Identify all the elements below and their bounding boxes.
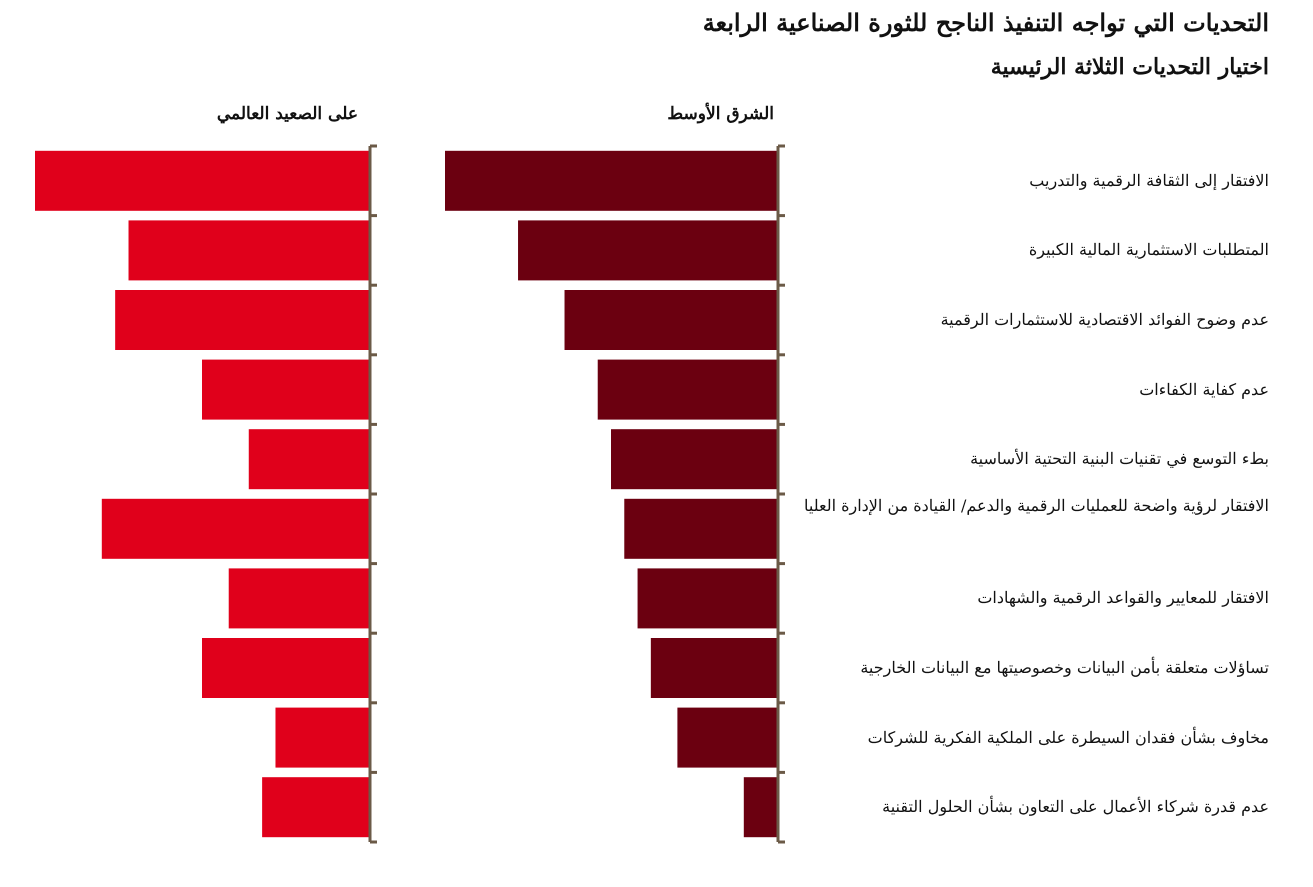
bar-middle-east-4 bbox=[597, 359, 777, 420]
bar-middle-east-9 bbox=[677, 707, 777, 768]
bar-global-10 bbox=[262, 777, 369, 838]
bar-global-7 bbox=[228, 568, 369, 629]
bar-middle-east-7 bbox=[637, 568, 777, 629]
panel-title-middle-east: الشرق الأوسط bbox=[667, 104, 774, 124]
category-label: عدم وضوح الفوائد الاقتصادية للاستثمارات … bbox=[940, 310, 1269, 329]
category-label: تساؤلات متعلقة بأمن البيانات وخصوصيتها م… bbox=[860, 658, 1269, 677]
category-label: عدم قدرة شركاء الأعمال على التعاون بشأن … bbox=[882, 797, 1269, 817]
bar-global-5 bbox=[248, 429, 369, 490]
category-label: الافتقار للمعايير والقواعد الرقمية والشه… bbox=[977, 588, 1269, 608]
bar-middle-east-6 bbox=[624, 498, 777, 559]
chart-title: التحديات التي تواجه التنفيذ الناجح للثور… bbox=[702, 8, 1269, 37]
bar-middle-east-1 bbox=[445, 150, 777, 211]
bar-middle-east-3 bbox=[564, 290, 777, 350]
category-label: بطء التوسع في تقنيات البنية التحتية الأس… bbox=[970, 449, 1269, 469]
bar-middle-east-2 bbox=[518, 220, 777, 281]
category-label: الافتقار إلى الثقافة الرقمية والتدريب bbox=[1029, 170, 1269, 190]
panel-title-global: على الصعيد العالمي bbox=[216, 104, 358, 124]
bar-global-6 bbox=[101, 498, 370, 559]
chart-subtitle: اختيار التحديات الثلاثة الرئيسية bbox=[990, 54, 1269, 80]
category-label: الافتقار لرؤية واضحة للعمليات الرقمية وا… bbox=[804, 495, 1269, 515]
bar-global-2 bbox=[128, 220, 369, 281]
category-label: المتطلبات الاستثمارية المالية الكبيرة bbox=[1028, 240, 1269, 260]
bar-middle-east-8 bbox=[650, 638, 777, 698]
bar-global-1 bbox=[35, 150, 369, 211]
bar-global-9 bbox=[275, 707, 369, 768]
bar-global-4 bbox=[202, 359, 369, 420]
bar-global-8 bbox=[202, 638, 369, 698]
bar-middle-east-5 bbox=[611, 429, 777, 490]
bar-global-3 bbox=[115, 290, 369, 350]
category-label: عدم كفاية الكفاءات bbox=[1139, 379, 1269, 399]
bar-middle-east-10 bbox=[743, 777, 777, 838]
category-label: مخاوف بشأن فقدان السيطرة على الملكية الف… bbox=[867, 727, 1269, 747]
